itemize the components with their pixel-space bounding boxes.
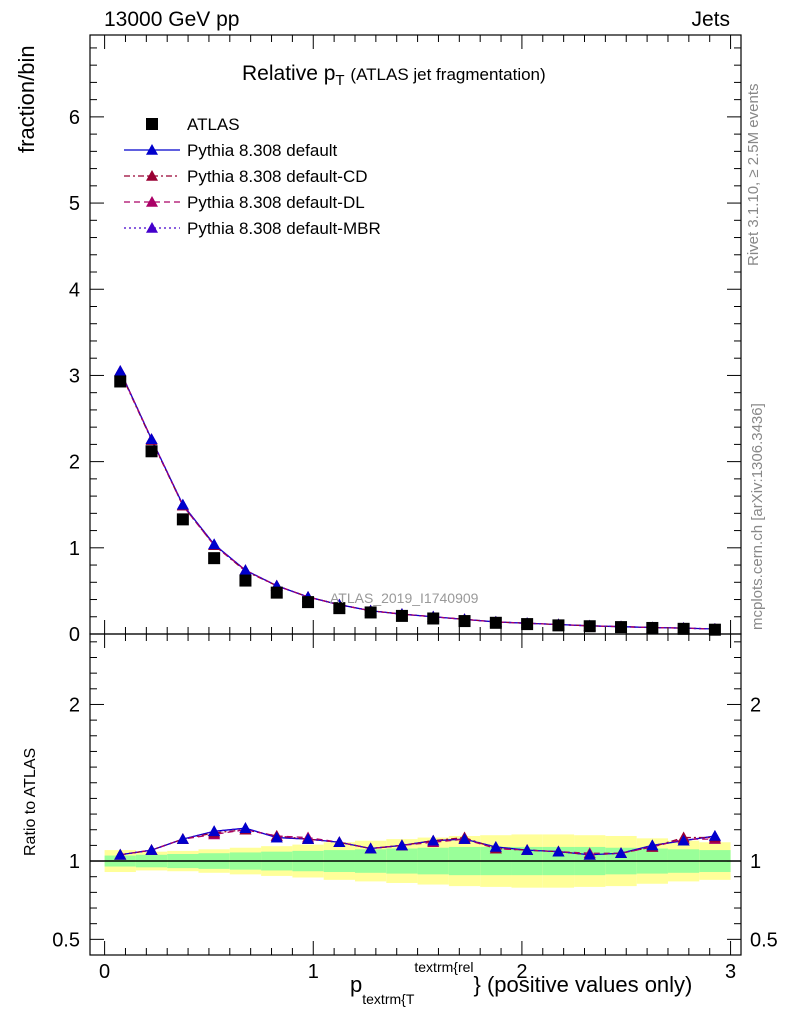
title-main-text: Relative p xyxy=(242,62,336,85)
legend-label-3: Pythia 8.308 default-DL xyxy=(187,193,365,212)
ratio-point-s0 xyxy=(176,833,189,844)
main-y-tick-label: 2 xyxy=(69,452,80,474)
ratio-point-s0 xyxy=(677,834,690,846)
main-point-s0 xyxy=(646,621,659,634)
main-point-s0 xyxy=(395,609,408,622)
ratio-series-line-2 xyxy=(120,829,715,856)
main-point-s0 xyxy=(708,623,721,636)
legend-label-2: Pythia 8.308 default-CD xyxy=(187,167,368,186)
ratio-point-s0 xyxy=(270,831,283,843)
main-point-s0 xyxy=(521,618,534,631)
main-point-s1 xyxy=(114,365,127,376)
ratio-point-s0 xyxy=(458,833,471,844)
x-tick-label: 0 xyxy=(99,961,110,983)
main-point-s0 xyxy=(364,606,377,619)
xlabel-main-text: p xyxy=(350,972,363,997)
main-point-s0 xyxy=(176,513,189,526)
main-y-tick-label: 5 xyxy=(69,193,80,215)
ratio-point-s0 xyxy=(583,848,596,860)
xlabel-rest-text: } (positive values only) xyxy=(473,972,693,997)
main-point-s0 xyxy=(677,622,690,635)
title-rest-text: (ATLAS jet fragmentation) xyxy=(350,65,546,84)
ratio-y-tick-label-left: 1 xyxy=(69,851,80,873)
legend-marker-0 xyxy=(146,118,158,130)
ratio-y-tick-label-left: 0.5 xyxy=(52,929,80,951)
ratio-point-s0 xyxy=(521,844,534,855)
main-point-s0 xyxy=(145,445,158,458)
main-point-s1 xyxy=(239,564,252,576)
ratio-point-s0 xyxy=(239,822,252,833)
ratio-y-tick-label-right: 1 xyxy=(750,851,761,873)
main-point-s0 xyxy=(489,616,502,629)
ratio-point-s0 xyxy=(708,829,721,841)
ratio-y-tick-label-right: 0.5 xyxy=(750,929,778,951)
rivet-label: Rivet 3.1.10, ≥ 2.5M events xyxy=(745,83,762,267)
main-point-s0 xyxy=(270,586,283,599)
ratio-point-s0 xyxy=(364,842,377,854)
main-ylabel: fraction/bin xyxy=(14,45,39,153)
main-y-tick-label: 0 xyxy=(69,624,80,646)
main-y-tick-label: 6 xyxy=(69,107,80,129)
main-point-s1 xyxy=(176,498,189,510)
legend-label-4: Pythia 8.308 default-MBR xyxy=(187,219,381,238)
main-point-s0 xyxy=(239,574,252,587)
ratio-point-s0 xyxy=(145,844,158,855)
ratio-point-s0 xyxy=(302,833,315,844)
legend-marker-3 xyxy=(146,196,158,207)
main-point-s0 xyxy=(333,602,346,615)
ratio-frame xyxy=(89,633,742,956)
main-point-s1 xyxy=(145,433,158,445)
legend-marker-1 xyxy=(146,144,158,155)
main-point-s1 xyxy=(208,538,221,550)
ratio-y-tick-label-right: 2 xyxy=(750,694,761,716)
x-axis-label: ptextrm{T textrm{rel} (positive values on… xyxy=(350,959,693,1007)
legend-marker-4 xyxy=(146,222,158,233)
main-y-tick-label: 1 xyxy=(69,538,80,560)
header-left-label: 13000 GeV pp xyxy=(104,8,240,31)
xlabel-sub-text: textrm{T xyxy=(362,991,415,1007)
main-point-s0 xyxy=(615,621,628,634)
ratio-y-tick-label-left: 2 xyxy=(69,694,80,716)
mcplots-label: mcplots.cern.ch [arXiv:1306.3436] xyxy=(749,403,766,630)
main-title: Relative pT (ATLAS jet fragmentation) xyxy=(242,62,546,89)
xlabel-sup-text: textrm{rel xyxy=(414,959,474,975)
legend-label-1: Pythia 8.308 default xyxy=(187,141,338,160)
ratio-point-s0 xyxy=(333,836,346,848)
ratio-point-s0 xyxy=(114,848,127,860)
ratio-point-s0 xyxy=(427,834,440,846)
x-tick-label: 3 xyxy=(725,961,736,983)
main-y-tick-label: 4 xyxy=(69,279,80,301)
main-point-s0 xyxy=(583,620,596,633)
legend-marker-2 xyxy=(146,170,158,181)
main-point-s0 xyxy=(302,596,315,609)
analysis-watermark: ATLAS_2019_I1740909 xyxy=(330,590,479,606)
ratio-point-s0 xyxy=(489,840,502,852)
ratio-point-s0 xyxy=(646,839,659,851)
ratio-point-s0 xyxy=(615,847,628,859)
x-tick-label: 1 xyxy=(308,961,319,983)
ratio-point-s0 xyxy=(552,845,565,857)
ratio-point-s0 xyxy=(395,839,408,851)
main-point-s0 xyxy=(208,552,221,565)
main-point-s0 xyxy=(552,619,565,632)
ratio-series-line-1 xyxy=(120,829,715,856)
ratio-point-s0 xyxy=(208,825,221,837)
legend-label-0: ATLAS xyxy=(187,115,240,134)
header-right-label: Jets xyxy=(691,8,730,31)
title-sub-text: T xyxy=(335,72,345,90)
main-point-s0 xyxy=(458,615,471,628)
main-point-s0 xyxy=(427,612,440,625)
main-y-tick-label: 3 xyxy=(69,365,80,387)
x-tick-label: 2 xyxy=(516,961,527,983)
ratio-ylabel: Ratio to ATLAS xyxy=(22,747,39,856)
main-point-s0 xyxy=(114,375,127,388)
